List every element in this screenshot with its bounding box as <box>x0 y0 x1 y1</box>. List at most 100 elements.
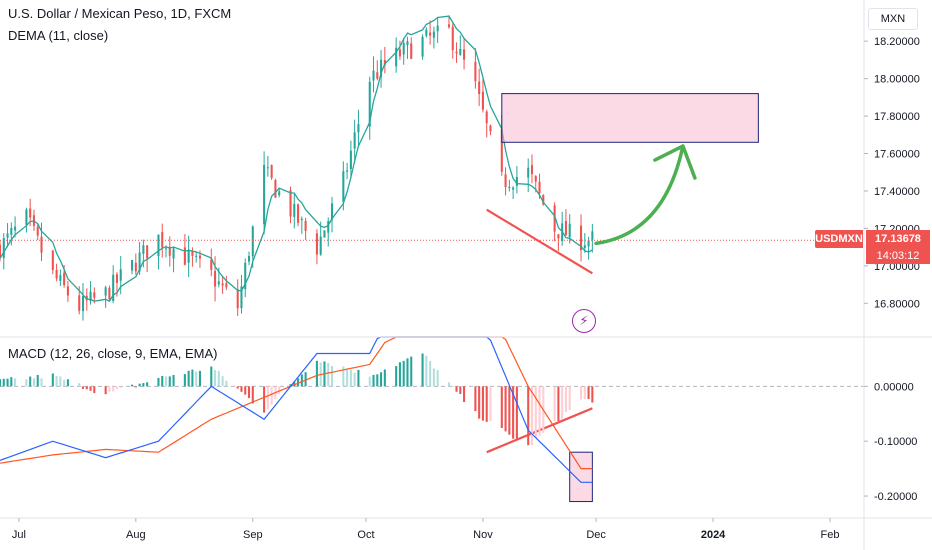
macd-histogram-bar <box>553 386 556 421</box>
candle-body <box>481 91 484 110</box>
macd-histogram-bar <box>66 379 69 387</box>
candle-body <box>504 174 507 188</box>
candle-body <box>463 49 466 60</box>
candle-body <box>63 272 66 286</box>
macd-histogram-bar <box>36 374 39 387</box>
macd-histogram-bar <box>251 386 254 404</box>
bullish-arrow-head <box>653 144 697 180</box>
macd-histogram-bar <box>187 370 190 387</box>
macd-histogram-bar <box>244 386 247 395</box>
candle-body <box>2 237 5 259</box>
macd-histogram-bar <box>436 370 439 387</box>
macd-histogram-bar <box>138 383 141 387</box>
macd-histogram-bar <box>512 386 515 439</box>
macd-histogram-bar <box>376 374 379 387</box>
candle-body <box>489 125 492 132</box>
candle-body <box>459 48 462 55</box>
candle-body <box>40 236 43 253</box>
candle-body <box>410 43 413 59</box>
macd-histogram-bar <box>191 369 194 387</box>
candle-body <box>157 234 160 257</box>
candle-body <box>214 270 217 287</box>
macd-histogram-bar <box>29 376 32 387</box>
candle-body <box>353 132 356 149</box>
macd-histogram-bar <box>221 376 224 387</box>
currency-button[interactable]: MXN <box>868 8 918 30</box>
macd-histogram-bar <box>485 386 488 422</box>
macd-histogram-bar <box>410 356 413 387</box>
macd-histogram-bar <box>538 386 541 436</box>
macd-histogram-bar <box>474 386 477 412</box>
symbol-title: U.S. Dollar / Mexican Peso, 1D, FXCM <box>8 6 232 21</box>
macd-histogram-bar <box>398 362 401 387</box>
candle-body <box>187 250 190 263</box>
candle-body <box>293 203 296 217</box>
candle-body <box>327 220 330 233</box>
candle-body <box>429 32 432 36</box>
macd-histogram-bar <box>112 386 115 392</box>
macd-histogram-bar <box>557 386 560 422</box>
candle-body <box>210 259 213 270</box>
candle-body <box>0 244 2 259</box>
macd-histogram-bar <box>146 382 149 387</box>
candle-body <box>534 176 537 182</box>
candle-body <box>172 248 175 259</box>
macd-histogram-bar <box>289 384 292 387</box>
macd-histogram-bar <box>508 386 511 435</box>
candle-body <box>542 195 545 205</box>
candle-body <box>515 176 518 186</box>
candle-body <box>266 167 269 169</box>
candle-body <box>221 283 224 286</box>
macd-histogram-bar <box>157 377 160 387</box>
candle-body <box>164 248 168 250</box>
macd-histogram-bar <box>459 386 462 394</box>
macd-histogram-bar <box>119 386 122 388</box>
candle-body <box>323 230 326 238</box>
lightning-icon[interactable]: ⚡ <box>572 309 596 333</box>
candle-body <box>300 218 303 221</box>
candle-body <box>432 31 435 38</box>
macd-histogram-bar <box>530 386 534 446</box>
indicator-dema-label: DEMA (11, close) <box>8 28 109 43</box>
candle-body <box>425 29 428 36</box>
macd-histogram-bar <box>455 386 458 392</box>
candle-body <box>527 167 530 178</box>
indicator-macd-label: MACD (12, 26, close, 9, EMA, EMA) <box>8 346 218 361</box>
candle-body <box>304 220 307 231</box>
macd-histogram-bar <box>134 386 137 388</box>
macd-histogram-bar <box>451 385 454 387</box>
macd-histogram-bar <box>217 371 220 387</box>
overlays <box>0 93 864 503</box>
macd-line <box>0 336 593 483</box>
macd-histogram-bar <box>210 366 213 387</box>
candle-body <box>191 251 194 256</box>
candle-body <box>119 269 122 281</box>
candle-body <box>289 190 292 217</box>
candle-body <box>51 250 54 271</box>
candle-body <box>104 287 107 296</box>
macd-histogram-bar <box>115 386 118 390</box>
macd-histogram-bar <box>421 353 424 387</box>
macd-histogram-bar <box>395 366 398 387</box>
price-tick-label: 18.00000 <box>874 74 920 86</box>
macd-histogram-bar <box>561 386 564 420</box>
macd-histogram-bar <box>515 386 518 440</box>
candle-body <box>240 286 243 309</box>
candle-body <box>112 274 115 301</box>
candle-body <box>485 111 488 124</box>
candle-body <box>342 171 345 202</box>
macd-histogram-bar <box>346 368 349 387</box>
candle-body <box>557 234 560 239</box>
candle-body <box>55 270 58 279</box>
macd-histogram-bar <box>85 386 88 390</box>
macd-histogram-bar <box>380 372 383 387</box>
candle-body <box>315 233 318 255</box>
macd-histogram-bar <box>40 378 43 387</box>
macd-histogram-bar <box>587 386 590 400</box>
candle-body <box>447 24 451 28</box>
candle-body <box>380 59 383 78</box>
macd-histogram-bar <box>0 379 2 387</box>
